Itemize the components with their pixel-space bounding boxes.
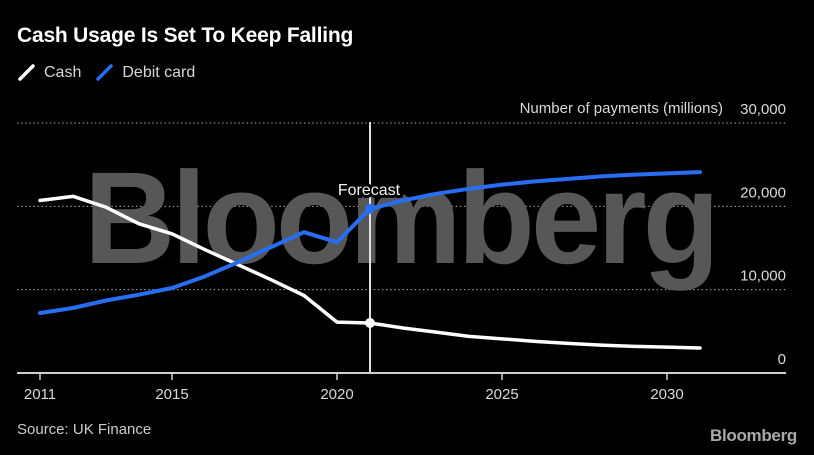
forecast-label: Forecast <box>338 182 401 199</box>
source-note: Source: UK Finance <box>17 421 152 438</box>
x-tick-label: 2025 <box>485 386 518 403</box>
y-tick-label: 20,000 <box>740 184 786 201</box>
x-tick-label: 2015 <box>155 386 188 403</box>
y-tick-label: 10,000 <box>740 268 786 285</box>
chart-title: Cash Usage Is Set To Keep Falling <box>17 24 354 47</box>
x-tick-label: 2020 <box>320 386 353 403</box>
x-tick-label: 2011 <box>24 386 56 403</box>
bloomberg-watermark: Bloomberg <box>84 144 716 291</box>
data-series <box>38 170 702 350</box>
debit-card-forecast-dot <box>365 203 375 214</box>
y-tick-label: 0 <box>778 351 786 368</box>
axes: 2011 2015 2020 2025 2030 30,000 20,000 10,000 0 <box>17 101 786 403</box>
x-tick-label: 2030 <box>650 386 683 403</box>
debit-card-line-swatch-icon <box>96 64 114 81</box>
gridlines <box>17 122 786 291</box>
legend-label-debit-card: Debit card <box>122 64 196 81</box>
y-axis-title: Number of payments (millions) <box>520 100 723 117</box>
cash-forecast-dot <box>365 318 375 328</box>
legend-label-cash: Cash <box>44 64 82 81</box>
y-tick-label: 30,000 <box>740 101 786 118</box>
legend-item-cash: Cash <box>17 63 81 83</box>
bloomberg-logo: Bloomberg <box>709 426 797 445</box>
cash-line-swatch-icon <box>18 64 35 81</box>
legend: Cash Debit card <box>17 63 195 83</box>
legend-item-debit-card: Debit card <box>95 63 195 83</box>
